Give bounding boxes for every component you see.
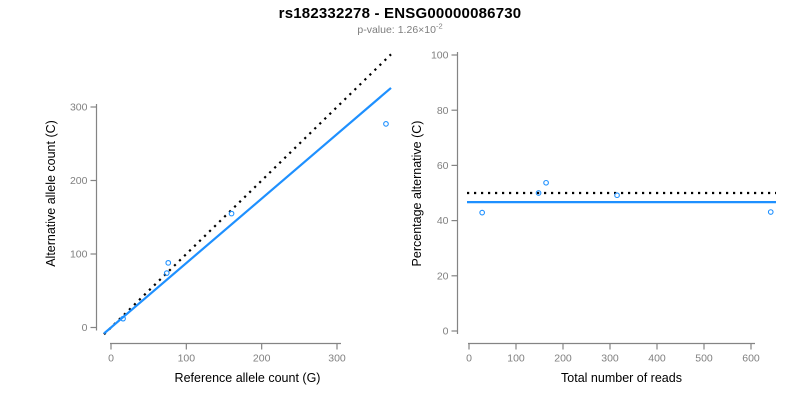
allele-count-plot: 0 100 200 300 0 100 200 300 Reference allele cou…: [44, 53, 392, 385]
percentage-plot: 0 20 40 60 80 100 0 100 200 300 400 500 600 Total num…: [410, 50, 776, 385]
x-tick-label: 200: [253, 353, 271, 365]
x-tick-label: 100: [507, 353, 525, 365]
p-value-label: p-value:: [357, 24, 395, 36]
y-tick-label: 20: [437, 270, 449, 282]
x-tick-label: 200: [554, 353, 572, 365]
scatter-point: [543, 179, 549, 186]
y-axis-title: Percentage alternative (C): [410, 121, 424, 267]
y-tick-label: 40: [437, 215, 449, 227]
y-tick-label: 300: [70, 102, 88, 114]
y-tick-label: 80: [437, 105, 449, 117]
x-tick-label: 0: [466, 353, 472, 365]
scatter-point: [165, 259, 172, 266]
x-tick-label: 400: [648, 353, 666, 365]
y-tick-label: 100: [70, 249, 88, 261]
p-value-subtitle: p-value: 1.26×10-2: [0, 21, 800, 36]
chart-title: rs182332278 - ENSG00000086730: [278, 5, 522, 22]
p-value-exponent: -2: [435, 21, 443, 31]
p-value-coefficient: 1.26×10: [397, 24, 436, 36]
scatter-point: [614, 192, 620, 199]
scatter-point: [383, 121, 389, 127]
y-tick-label: 0: [82, 322, 88, 334]
scatter-point: [535, 190, 542, 196]
scatter-point: [479, 209, 486, 216]
y-tick-label: 100: [431, 50, 449, 62]
x-tick-label: 600: [742, 353, 760, 365]
fit-line: [103, 87, 392, 335]
x-tick-label: 100: [178, 353, 196, 365]
x-tick-label: 300: [601, 353, 619, 365]
x-tick-label: 500: [695, 353, 713, 365]
scatter-point: [120, 315, 126, 322]
y-tick-label: 60: [437, 160, 449, 172]
y-axis-title: Alternative allele count (C): [44, 120, 58, 267]
scatter-point: [228, 210, 235, 217]
scatter-point: [767, 209, 774, 215]
x-axis-title: Total number of reads: [561, 371, 682, 385]
x-axis-title: Reference allele count (G): [175, 371, 321, 385]
x-tick-label: 0: [108, 353, 114, 365]
scatter-point: [163, 270, 170, 276]
y-tick-label: 200: [70, 175, 88, 187]
y-tick-label: 0: [443, 326, 449, 338]
x-tick-label: 300: [328, 353, 346, 365]
identity-line: [103, 53, 392, 336]
